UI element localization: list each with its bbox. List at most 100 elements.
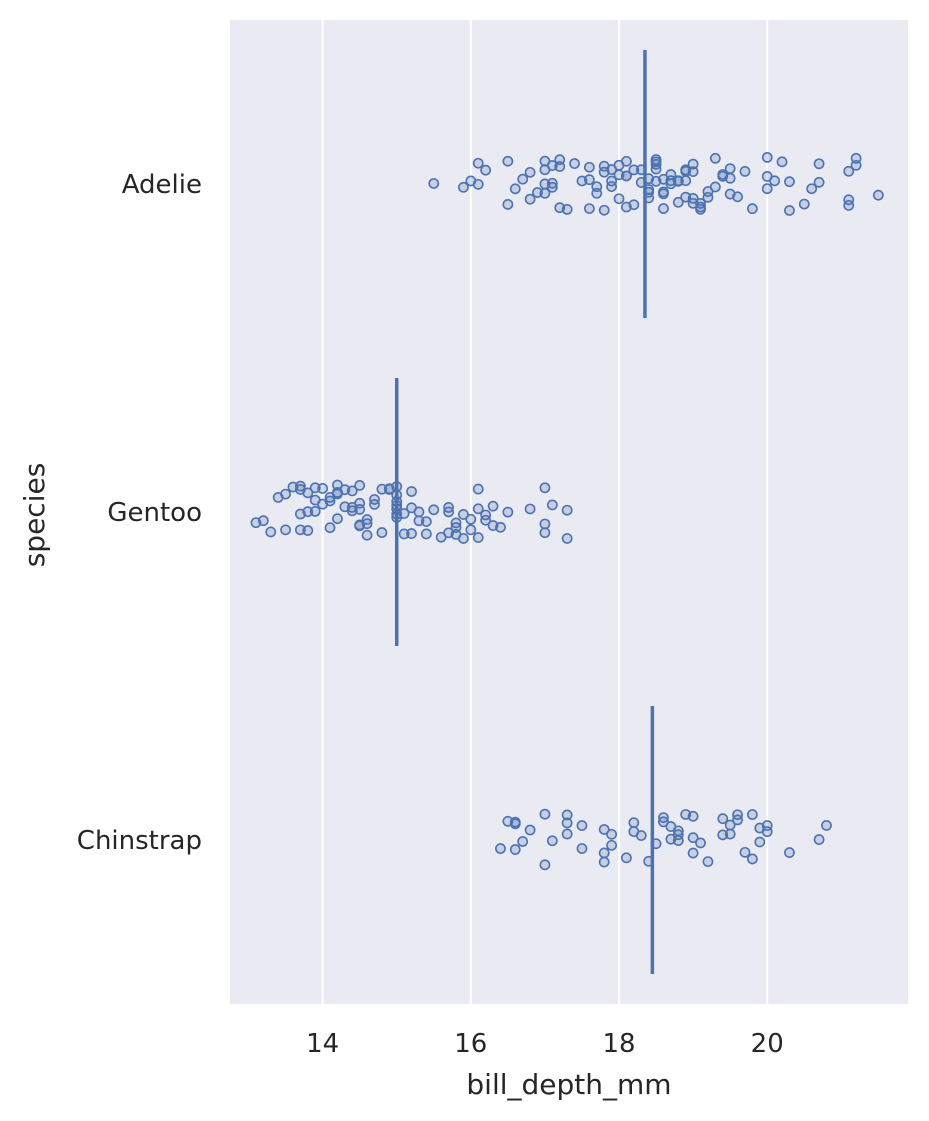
data-point	[561, 809, 573, 821]
data-point	[606, 175, 618, 187]
data-point	[302, 487, 314, 499]
data-point	[265, 526, 277, 538]
data-point	[495, 521, 506, 533]
data-point	[420, 516, 432, 528]
data-point	[354, 480, 366, 491]
data-point	[369, 499, 380, 510]
data-point	[739, 846, 751, 858]
data-point	[324, 495, 336, 507]
data-point	[709, 181, 721, 193]
data-point	[569, 158, 580, 169]
data-point	[539, 808, 551, 820]
data-point	[354, 497, 366, 509]
data-point	[724, 172, 736, 184]
data-point	[539, 187, 551, 199]
data-point	[583, 161, 595, 173]
data-point	[302, 506, 314, 518]
data-point	[420, 528, 432, 540]
data-point	[428, 178, 440, 189]
data-point	[672, 835, 684, 846]
data-point	[509, 844, 521, 855]
data-point	[546, 177, 558, 189]
data-point	[702, 856, 714, 868]
data-point	[465, 513, 477, 525]
data-point	[346, 485, 358, 497]
data-point	[376, 527, 388, 538]
data-point	[539, 859, 551, 871]
data-point	[524, 824, 536, 836]
data-point	[746, 203, 758, 215]
data-point	[672, 825, 684, 837]
data-point	[398, 528, 410, 540]
data-point	[561, 817, 573, 829]
data-point	[443, 506, 454, 518]
data-point	[687, 810, 699, 822]
data-point	[680, 175, 692, 187]
data-point	[784, 176, 795, 188]
data-point	[769, 175, 781, 187]
data-point	[843, 194, 855, 206]
data-point	[539, 527, 551, 539]
data-point	[294, 480, 306, 492]
data-point	[561, 828, 573, 840]
data-point	[317, 483, 329, 494]
data-point	[658, 203, 669, 214]
data-point	[687, 158, 699, 170]
data-point	[472, 483, 484, 495]
x-axis-title: bill_depth_mm	[466, 1068, 671, 1101]
data-point	[465, 524, 477, 536]
data-point	[621, 852, 632, 864]
data-point	[709, 152, 721, 164]
data-point	[480, 164, 492, 176]
data-point	[524, 166, 536, 178]
x-tick-label: 18	[602, 1029, 635, 1059]
data-point	[687, 166, 699, 177]
data-point	[561, 504, 573, 516]
data-point	[502, 199, 514, 210]
data-point	[717, 813, 729, 825]
data-point	[480, 514, 492, 526]
data-point	[813, 834, 825, 845]
data-point	[576, 820, 588, 831]
data-point	[784, 847, 795, 858]
data-point	[561, 533, 573, 544]
data-point	[524, 503, 536, 515]
data-point	[813, 176, 825, 188]
y-tick-label: Gentoo	[107, 498, 202, 528]
data-point	[687, 847, 699, 859]
data-point	[458, 509, 469, 520]
data-point	[628, 164, 640, 176]
data-point	[695, 201, 706, 213]
data-point	[784, 205, 795, 216]
data-point	[628, 199, 640, 211]
data-point	[561, 203, 573, 215]
mean-lines	[394, 50, 655, 974]
y-axis-title: species	[18, 463, 51, 568]
data-point	[398, 508, 410, 519]
data-point	[754, 836, 766, 848]
data-point	[591, 187, 603, 199]
data-point	[583, 203, 595, 215]
data-point	[732, 814, 743, 826]
data-point	[576, 843, 588, 854]
data-point	[695, 198, 706, 209]
data-point	[332, 513, 343, 525]
data-point	[280, 524, 291, 536]
data-point	[598, 856, 610, 868]
data-point	[502, 155, 514, 167]
data-point	[613, 193, 625, 205]
data-point	[746, 853, 758, 865]
data-point	[843, 199, 855, 211]
data-point	[621, 155, 632, 167]
data-point	[546, 835, 558, 847]
data-point	[813, 158, 825, 170]
data-point	[413, 506, 425, 518]
data-point	[257, 515, 269, 527]
data-point	[502, 506, 514, 518]
data-point	[606, 839, 618, 851]
data-point	[376, 483, 388, 495]
data-point	[732, 191, 743, 203]
data-point	[539, 518, 551, 530]
data-point	[472, 532, 484, 543]
